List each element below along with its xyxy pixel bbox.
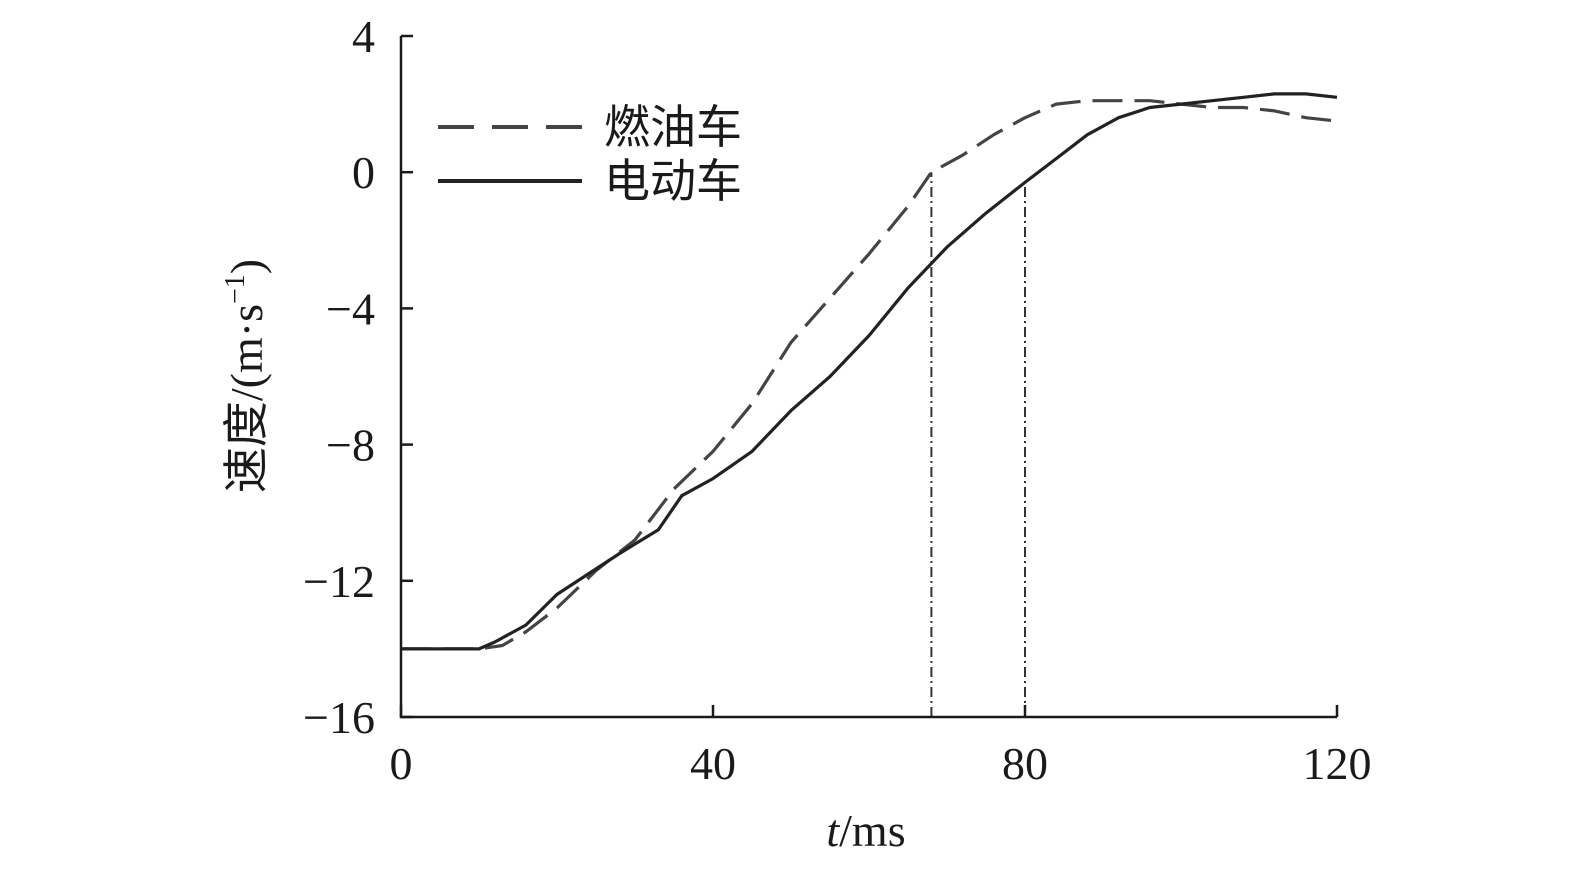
x-axis-title-var: t [826, 805, 840, 856]
y-axis-title-close: ) [221, 259, 272, 274]
x-axis-title-unit: /ms [839, 805, 905, 856]
y-tick-label: −16 [303, 692, 375, 743]
y-axis-title: 速度/(m·s−1) [220, 259, 272, 493]
series-line-fuel [401, 99, 1338, 651]
legend-label-fuel: 燃油车 [604, 100, 742, 154]
x-axis-ticks: 0 40 80 120 [390, 705, 1372, 789]
reference-lines [930, 172, 1026, 717]
y-tick-label: 0 [352, 147, 375, 198]
x-tick-label: 40 [690, 738, 736, 789]
x-tick-label: 120 [1303, 738, 1372, 789]
y-tick-label: −8 [326, 420, 375, 471]
y-axis-title-text: 速度/(m·s [221, 304, 272, 493]
y-axis-title-sup: −1 [220, 274, 251, 304]
y-axis-ticks: 4 0 −4 −8 −12 −16 [303, 11, 413, 743]
plot-area: 0 40 80 120 40−4−8−12−16 [303, 11, 1371, 789]
series-line-electric [401, 92, 1338, 651]
y-tick-label: −4 [326, 283, 375, 334]
axis-lines [399, 36, 1337, 719]
series-lines [401, 92, 1338, 651]
legend-label-electric: 电动车 [604, 154, 742, 208]
x-tick-label: 80 [1002, 738, 1048, 789]
x-tick-label: 0 [390, 738, 413, 789]
y-tick-label: −12 [303, 556, 375, 607]
x-axis-title: t/ms [826, 805, 905, 856]
y-tick-label: 4 [352, 11, 375, 62]
legend: 燃油车 电动车 [438, 100, 742, 208]
